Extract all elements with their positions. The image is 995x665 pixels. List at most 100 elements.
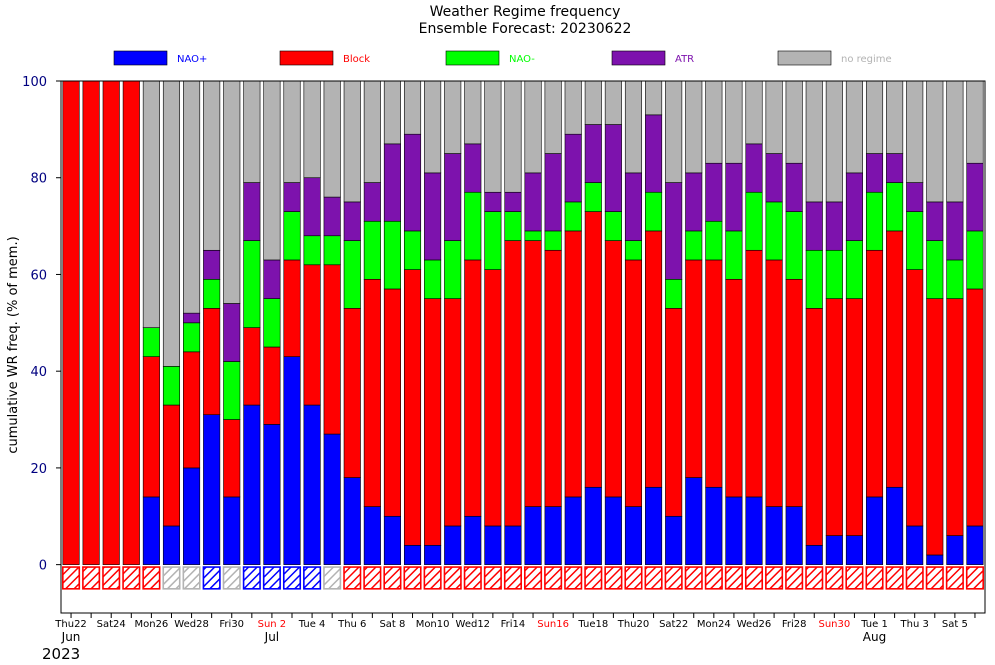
bar-nao+-31 <box>685 477 703 565</box>
dominant-regime-marker-7 <box>202 566 221 590</box>
bar-nao+-33 <box>725 496 743 565</box>
bar-block-45 <box>966 288 984 527</box>
bar-nao--15 <box>363 220 381 280</box>
bar-nao+-45 <box>966 525 984 565</box>
bar-nao+-36 <box>785 506 803 565</box>
bar-block-25 <box>564 230 582 498</box>
bar-atr-35 <box>765 153 783 203</box>
bar-nao--42 <box>906 211 924 270</box>
bar-block-19 <box>444 298 462 527</box>
y-axis-label: cumulative WR freq. (% of mem.) <box>6 236 21 453</box>
bar-block-6 <box>183 351 201 469</box>
bar-no-regime-17 <box>403 80 422 135</box>
bar-nao--6 <box>183 322 201 353</box>
bar-block-18 <box>424 298 442 546</box>
dominant-regime-marker-29 <box>644 566 663 590</box>
chart-title: Weather Regime frequency <box>430 4 621 20</box>
bar-atr-36 <box>785 162 803 212</box>
bar-atr-40 <box>865 153 884 193</box>
bars-layer <box>62 80 984 565</box>
bar-block-10 <box>263 346 281 425</box>
bar-nao--7 <box>203 278 221 309</box>
year-label: 2023 <box>42 645 80 663</box>
dominant-regime-marker-36 <box>785 566 804 590</box>
y-tick-label: 100 <box>22 75 47 90</box>
bar-nao+-37 <box>805 544 823 565</box>
dominant-regime-marker-42 <box>905 566 924 590</box>
bar-no-regime-31 <box>685 80 703 174</box>
dominant-regime-marker-10 <box>262 566 281 590</box>
bar-atr-13 <box>323 196 341 237</box>
x-tick-label: Sat 5 <box>942 619 968 630</box>
bar-atr-44 <box>946 201 964 261</box>
legend-swatch-atr <box>611 50 666 66</box>
bar-nao--32 <box>705 220 723 261</box>
bar-atr-19 <box>444 153 462 241</box>
bar-block-7 <box>203 308 221 416</box>
month-label: Jun <box>61 630 81 644</box>
bar-block-26 <box>584 211 602 488</box>
month-label: Aug <box>863 630 886 644</box>
bar-atr-20 <box>464 143 482 193</box>
legend-label: ATR <box>675 54 694 65</box>
bar-no-regime-8 <box>223 80 241 304</box>
bar-nao--14 <box>343 240 361 309</box>
bar-block-3 <box>122 80 140 565</box>
bar-nao+-44 <box>946 535 964 565</box>
legend-swatch-block <box>279 50 334 66</box>
bar-block-1 <box>82 80 100 565</box>
bar-atr-27 <box>604 124 622 212</box>
bar-no-regime-34 <box>745 80 763 145</box>
dominant-regime-marker-21 <box>483 566 502 590</box>
x-tick-label: Wed28 <box>174 619 209 630</box>
bar-no-regime-26 <box>584 80 602 125</box>
bar-no-regime-29 <box>645 80 663 116</box>
bar-nao--29 <box>645 191 663 232</box>
dominant-regime-marker-0 <box>62 566 81 590</box>
bar-nao+-6 <box>183 467 201 565</box>
bar-block-15 <box>363 278 381 507</box>
bar-nao--21 <box>484 211 502 270</box>
x-tick-label: Sat22 <box>659 619 688 630</box>
bar-nao--41 <box>886 182 904 232</box>
bar-atr-37 <box>805 201 823 251</box>
bar-nao+-35 <box>765 506 783 565</box>
bar-nao+-14 <box>343 477 361 565</box>
bar-nao+-29 <box>645 486 663 565</box>
dominant-regime-marker-27 <box>604 566 623 590</box>
y-tick-label: 20 <box>30 462 47 477</box>
dominant-regime-marker-37 <box>805 566 824 590</box>
bar-block-12 <box>303 264 321 406</box>
bar-nao--20 <box>464 191 482 261</box>
dominant-regime-marker-31 <box>684 566 703 590</box>
bar-block-39 <box>845 298 863 536</box>
y-tick-label: 0 <box>39 559 47 574</box>
dominant-regime-marker-19 <box>443 566 462 590</box>
x-tick-label: Fri30 <box>219 619 244 630</box>
dominant-regime-marker-6 <box>182 566 201 590</box>
bar-nao--44 <box>946 259 964 299</box>
bar-nao+-22 <box>504 525 522 565</box>
bar-no-regime-5 <box>162 80 181 367</box>
bar-atr-14 <box>343 201 361 241</box>
dominant-regime-marker-24 <box>544 566 563 590</box>
bar-nao+-27 <box>604 496 622 565</box>
bar-atr-7 <box>203 249 221 280</box>
bar-nao--35 <box>765 201 783 261</box>
bar-no-regime-6 <box>183 80 201 314</box>
bar-atr-6 <box>183 312 201 324</box>
bar-atr-12 <box>303 177 321 237</box>
bar-no-regime-36 <box>785 80 803 164</box>
bar-nao+-17 <box>403 544 422 565</box>
bar-atr-9 <box>243 182 261 241</box>
bar-nao+-21 <box>484 525 502 565</box>
bar-nao--43 <box>926 240 944 299</box>
dominant-regime-marker-14 <box>343 566 362 590</box>
bar-atr-8 <box>223 303 241 362</box>
bar-block-41 <box>886 230 904 488</box>
bar-no-regime-39 <box>845 80 863 174</box>
bar-atr-42 <box>906 182 924 212</box>
y-tick-label: 40 <box>30 365 47 380</box>
bar-atr-23 <box>524 172 542 232</box>
y-tick-label: 60 <box>30 268 47 283</box>
